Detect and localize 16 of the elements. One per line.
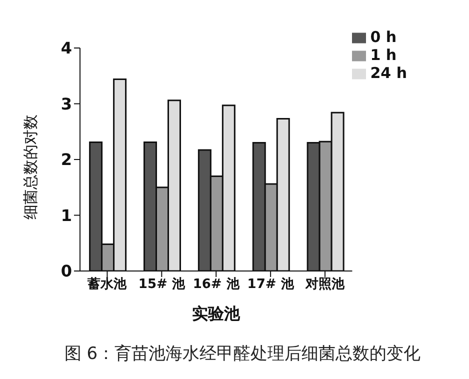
legend-label: 0 h xyxy=(370,28,397,46)
x-tick-label: 17# 池 xyxy=(247,277,295,292)
y-tick-label: 2 xyxy=(60,150,72,170)
y-tick-label: 3 xyxy=(60,94,72,114)
y-tick-label: 1 xyxy=(60,206,72,225)
y-tick-label: 4 xyxy=(60,38,72,58)
x-tick-label: 15# 池 xyxy=(138,277,186,292)
legend-label: 1 h xyxy=(370,46,397,64)
y-axis-title: 细菌总数的对数 xyxy=(21,114,40,220)
x-axis-title: 实验池 xyxy=(192,304,242,323)
caption: 图 6：育苗池海水经甲醛处理后细菌总数的变化 xyxy=(63,343,422,365)
y-tick-label: 0 xyxy=(60,262,72,281)
x-tick-label: 16# 池 xyxy=(192,277,240,292)
x-tick-label: 蓄水池 xyxy=(86,276,128,292)
legend-label: 24 h xyxy=(370,64,407,82)
x-tick-label: 对照池 xyxy=(304,277,346,292)
